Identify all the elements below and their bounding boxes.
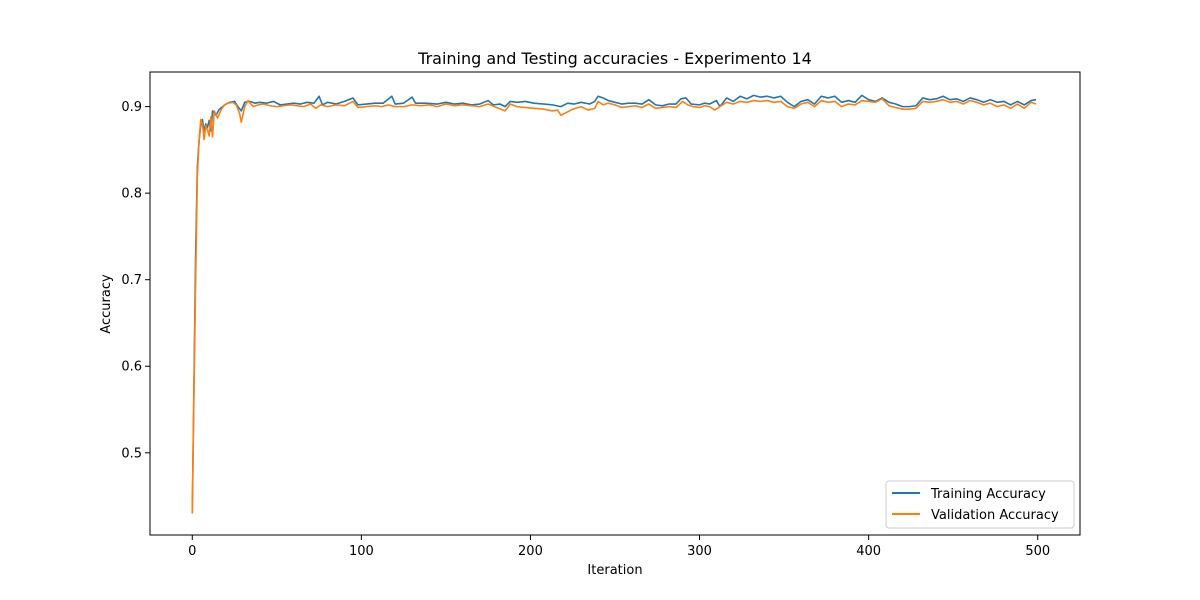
legend-box xyxy=(885,480,1075,529)
y-tick-label: 0.5 xyxy=(121,446,142,461)
y-axis-label: Accuracy xyxy=(99,274,114,334)
plot-frame xyxy=(149,71,1081,536)
series-line-training-accuracy xyxy=(191,94,1037,514)
chart-title: Training and Testing accuracies - Experi… xyxy=(417,49,812,68)
x-tick-label: 100 xyxy=(349,544,374,559)
y-tick-label: 0.8 xyxy=(121,187,142,202)
y-tick-label: 0.7 xyxy=(121,273,142,288)
y-tick-label: 0.9 xyxy=(121,100,142,115)
series-layer xyxy=(191,94,1037,514)
x-tick-label: 400 xyxy=(856,544,881,559)
legend-label-training: Training Accuracy xyxy=(930,487,1046,502)
x-tick-label: 200 xyxy=(518,544,543,559)
series-line-validation-accuracy xyxy=(191,98,1037,514)
legend-label-validation: Validation Accuracy xyxy=(931,508,1059,523)
y-tick-label: 0.6 xyxy=(121,360,142,375)
legend: Training Accuracy Validation Accuracy xyxy=(885,480,1075,529)
axis-ticks: 0 100 200 300 400 500 0.5 0.6 0.7 0.8 0.9 xyxy=(121,100,1050,559)
x-axis-label: Iteration xyxy=(587,563,642,578)
x-tick-label: 0 xyxy=(188,544,196,559)
x-tick-label: 500 xyxy=(1025,544,1050,559)
x-tick-label: 300 xyxy=(687,544,712,559)
